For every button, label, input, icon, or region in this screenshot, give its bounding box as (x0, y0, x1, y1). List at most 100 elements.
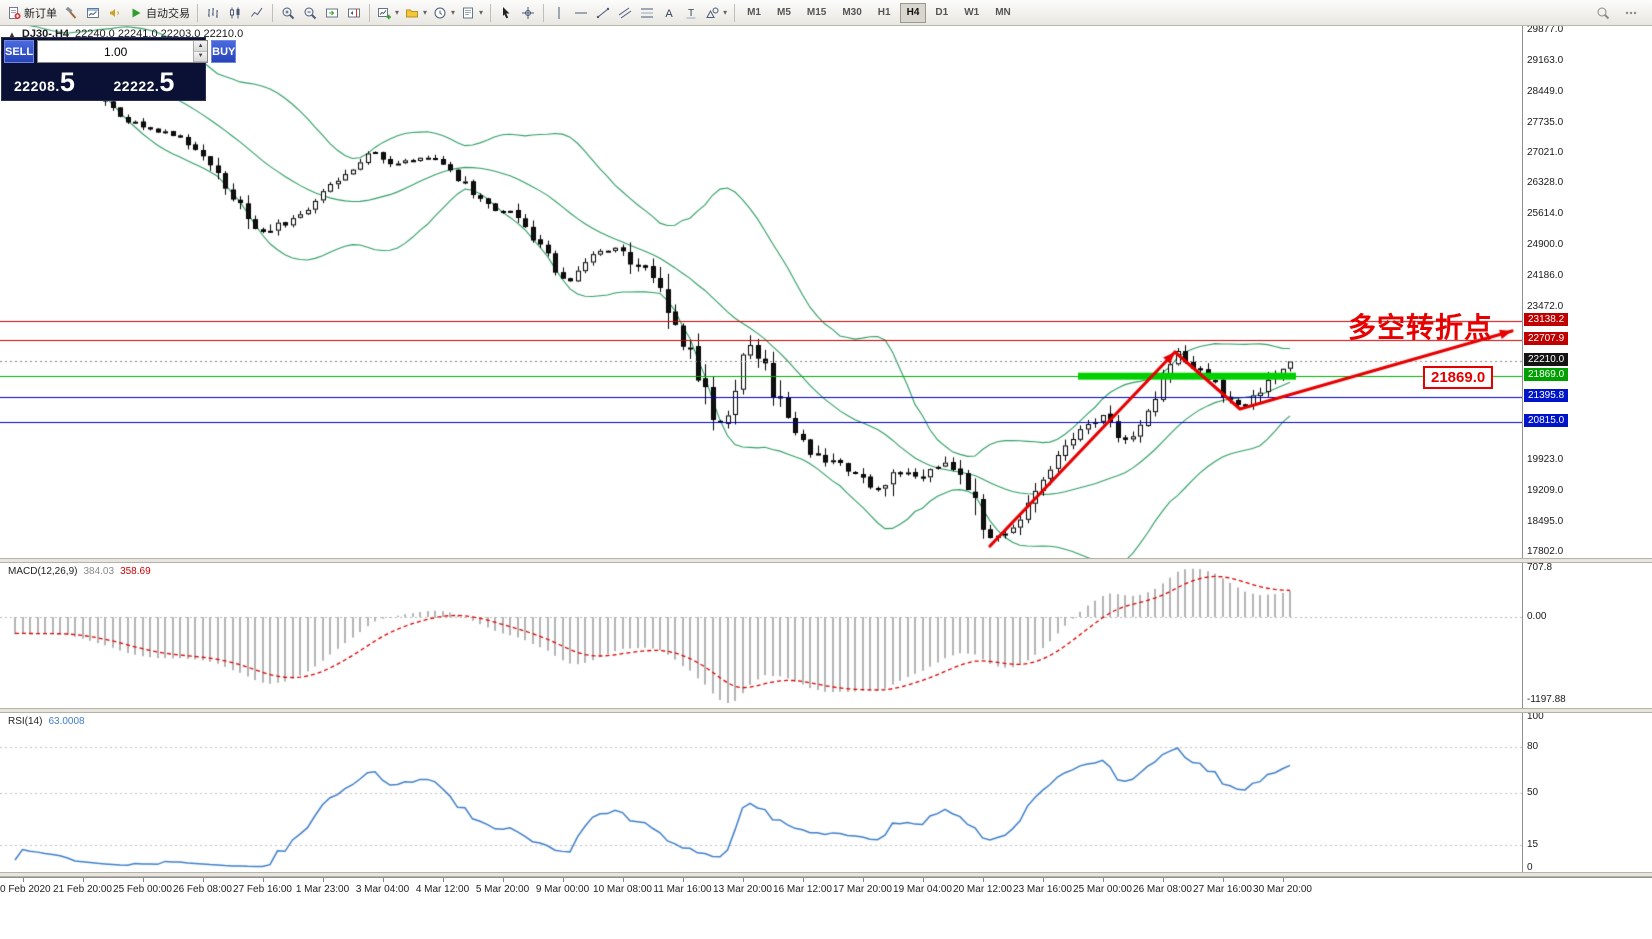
time-tick-label: 23 Mar 16:00 (1013, 884, 1072, 895)
vertical-line-button[interactable] (548, 2, 570, 24)
text-button[interactable]: A (658, 2, 680, 24)
alerts-button[interactable] (104, 2, 126, 24)
timeframe-m30-button[interactable]: M30 (842, 7, 862, 18)
time-tick-label: 16 Mar 12:00 (773, 884, 832, 895)
timeframe-m15-button[interactable]: M15 (806, 7, 827, 18)
channel-button[interactable] (614, 2, 636, 24)
time-tick (682, 878, 684, 882)
volume-down-button[interactable]: ▼ (194, 51, 208, 62)
time-tick-label: 13 Mar 20:00 (713, 884, 772, 895)
panel-separator[interactable] (0, 558, 1652, 563)
price-tick-label: 26328.0 (1527, 177, 1564, 189)
line-icon (250, 6, 264, 20)
price-marker-chip: 21395.8 (1524, 388, 1569, 402)
fibonacci-button[interactable] (636, 2, 658, 24)
chart-tools-button[interactable] (60, 2, 82, 24)
price-label-annotation[interactable]: 21869.0 (1423, 366, 1494, 389)
time-tick (22, 878, 24, 882)
speaker-icon (108, 6, 122, 20)
chart-shift-button[interactable] (343, 2, 365, 24)
trade-panel-toggle[interactable]: ▲ (8, 29, 16, 39)
ohlc-values: 22240.0 22241.0 22203.0 22210.0 (75, 28, 244, 40)
price-tick-label: 25614.0 (1527, 208, 1564, 220)
chart-window-button[interactable] (82, 2, 104, 24)
chevron-down-icon: ▾ (451, 8, 456, 17)
time-tick-label: 4 Mar 12:00 (415, 884, 470, 895)
zoom-in-icon (281, 6, 295, 20)
price-tick-label: 28449.0 (1527, 85, 1564, 97)
new-chart-button[interactable]: ▾ (374, 2, 402, 24)
one-click-trading-panel: SELL ▲ ▼ BUY 22208. 5 22222. 5 (2, 38, 237, 100)
timeframe-mn-button[interactable]: MN (995, 7, 1011, 18)
timeframe-m5-button[interactable]: M5 (776, 7, 791, 18)
auto-scroll-button[interactable] (321, 2, 343, 24)
trendline-button[interactable] (592, 2, 614, 24)
price-tick-label: 29163.0 (1527, 54, 1564, 66)
buy-price[interactable]: 22222. 5 (104, 69, 204, 97)
time-tick (1102, 878, 1104, 882)
horizontal-line-button[interactable] (570, 2, 592, 24)
timeframe-d1-button[interactable]: D1 (935, 7, 949, 18)
time-tick-label: 3 Mar 04:00 (355, 884, 410, 895)
cursor-button[interactable] (495, 2, 517, 24)
timeframe-h1-button[interactable]: H1 (877, 7, 891, 18)
bar-chart-button[interactable] (202, 2, 224, 24)
toolbar-separator (369, 3, 370, 22)
macd-canvas[interactable] (0, 563, 1522, 708)
rsi-axis-label: 80 (1527, 741, 1539, 753)
chevron-down-icon: ▾ (723, 8, 728, 17)
turning-point-annotation[interactable]: 多空转折点 (1348, 312, 1494, 343)
zoom-out-button[interactable] (299, 2, 321, 24)
candlestick-chart-button[interactable] (224, 2, 246, 24)
hline-icon (574, 6, 588, 20)
period-button[interactable]: ▾ (430, 2, 458, 24)
profiles-button[interactable]: ▾ (402, 2, 430, 24)
auto-trading-button[interactable]: 自动交易 (126, 2, 193, 24)
rsi-axis-label: 50 (1527, 786, 1539, 798)
price-axis[interactable]: 29877.0 29163.0 28449.0 27735.0 27021.0 26328… (1522, 24, 1652, 877)
shapes-icon (705, 6, 719, 20)
sell-price[interactable]: 22208. 5 (4, 69, 104, 97)
trendline-icon (596, 6, 610, 20)
price-marker-chip: 23138.2 (1524, 313, 1569, 327)
timeframe-m1-button[interactable]: M1 (747, 7, 761, 18)
volume-up-button[interactable]: ▲ (194, 41, 208, 52)
rsi-canvas[interactable] (0, 713, 1522, 872)
time-axis[interactable]: 20 Feb 2020 21 Feb 20:00 25 Feb 00:00 26 Fe… (0, 877, 1652, 939)
time-tick (802, 878, 804, 882)
time-tick-label: 10 Mar 08:00 (593, 884, 652, 895)
templates-button[interactable]: ▾ (458, 2, 486, 24)
timeframe-h4-button[interactable]: H4 (899, 2, 927, 23)
time-tick-label: 20 Mar 12:00 (953, 884, 1012, 895)
time-tick (262, 878, 264, 882)
vline-icon (552, 6, 566, 20)
search-icon[interactable] (1592, 2, 1614, 24)
new-order-button[interactable]: 新订单 (4, 2, 60, 24)
chevron-down-icon: ▾ (395, 8, 400, 17)
zoom-in-button[interactable] (277, 2, 299, 24)
crosshair-button[interactable] (517, 2, 539, 24)
buy-button[interactable]: BUY (211, 40, 237, 63)
timeframe-w1-button[interactable]: W1 (964, 7, 980, 18)
toolbar-separator (734, 3, 736, 22)
cursor-icon (499, 6, 513, 20)
panel-separator[interactable] (0, 872, 1652, 877)
rsi-axis-label: 100 (1527, 711, 1544, 722)
time-tick (1282, 878, 1284, 882)
time-tick-label: 27 Feb 16:00 (233, 884, 292, 895)
svg-text:T: T (688, 8, 694, 19)
rsi-value: 63.0008 (48, 716, 85, 727)
time-tick-label: 20 Feb 2020 (0, 884, 51, 895)
main-chart-canvas[interactable] (0, 26, 1522, 558)
shapes-button[interactable]: ▾ (702, 2, 730, 24)
more-icon[interactable] (1620, 2, 1642, 24)
autoscroll-icon (325, 6, 339, 20)
line-chart-button[interactable] (246, 2, 268, 24)
time-tick-label: 19 Mar 04:00 (893, 884, 952, 895)
time-tick-label: 27 Mar 16:00 (1193, 884, 1252, 895)
panel-separator[interactable] (0, 708, 1652, 713)
sell-button[interactable]: SELL (4, 40, 35, 63)
label-button[interactable]: T (680, 2, 702, 24)
volume-input[interactable] (38, 41, 194, 62)
toolbar-separator (490, 3, 492, 22)
